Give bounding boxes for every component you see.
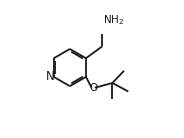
Text: N: N — [46, 70, 55, 83]
Text: O: O — [89, 83, 97, 93]
Text: NH$_2$: NH$_2$ — [103, 13, 124, 27]
